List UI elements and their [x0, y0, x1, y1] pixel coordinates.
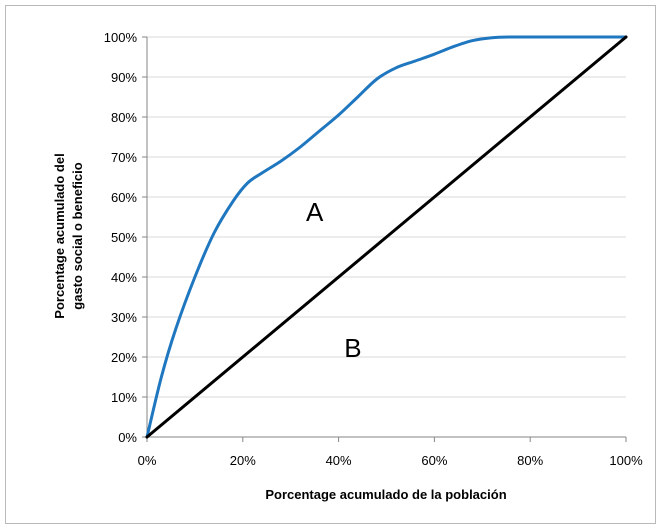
gridlines: [147, 36, 626, 398]
y-tick-label-20: 20%: [111, 350, 137, 365]
x-tick-label-0: 0%: [138, 453, 157, 468]
x-tick-label-60: 60%: [421, 453, 447, 468]
lorenz-curve-line: [145, 35, 628, 439]
equality-line: [145, 35, 628, 439]
region-label-a: A: [306, 197, 324, 227]
x-tick-label-100: 100%: [609, 453, 643, 468]
y-tick-label-70: 70%: [111, 150, 137, 165]
y-axis-label-line-2: gasto social o beneficio: [70, 162, 85, 309]
y-tick-label-80: 80%: [111, 110, 137, 125]
y-tick-label-100: 100%: [104, 30, 138, 45]
axes: [142, 36, 627, 442]
y-tick-label-10: 10%: [111, 390, 137, 405]
y-tick-labels: 0% 10% 20% 30% 40% 50% 60% 70% 80% 90% 100%: [104, 30, 138, 445]
y-tick-label-90: 90%: [111, 70, 137, 85]
y-tick-label-30: 30%: [111, 310, 137, 325]
y-tick-label-60: 60%: [111, 190, 137, 205]
y-tick-label-50: 50%: [111, 230, 137, 245]
x-tick-label-80: 80%: [517, 453, 543, 468]
x-tick-label-40: 40%: [326, 453, 352, 468]
y-tick-label-0: 0%: [118, 430, 137, 445]
region-label-b: B: [344, 333, 361, 363]
y-tick-label-40: 40%: [111, 270, 137, 285]
y-axis-label-line-1: Porcentage acumulado del: [52, 153, 67, 318]
annotations: AB: [306, 197, 362, 363]
y-axis-label: Porcentage acumulado del gasto social o …: [52, 153, 85, 318]
x-tick-labels: 0% 20% 40% 60% 80% 100%: [138, 453, 643, 468]
x-tick-label-20: 20%: [230, 453, 256, 468]
x-axis-label: Porcentage acumulado de la población: [265, 487, 506, 502]
series-group: [145, 35, 628, 439]
